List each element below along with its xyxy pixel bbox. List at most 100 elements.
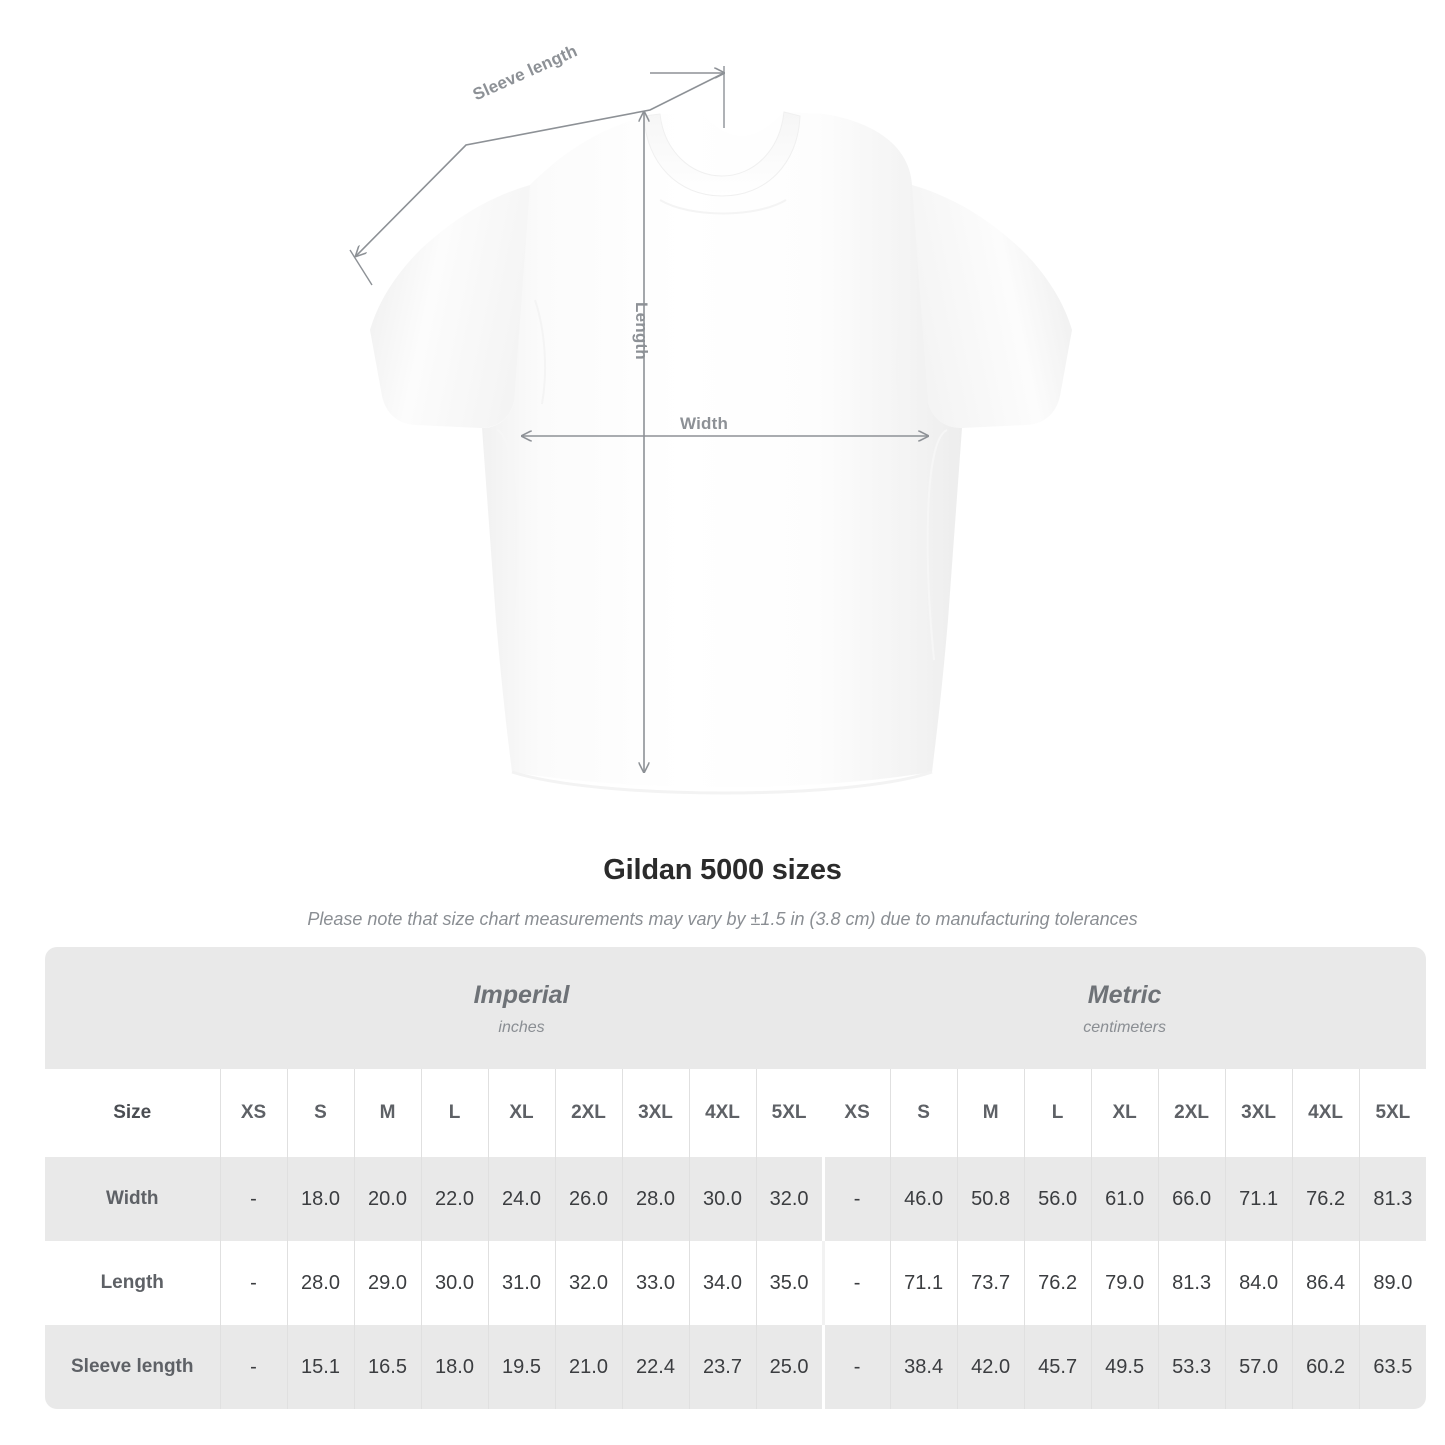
cell-metric-length-4xl: 86.4	[1291, 1241, 1360, 1325]
row-label-width: Width	[45, 1157, 220, 1241]
cell-imperial-sleeve-length-xl: 19.5	[487, 1325, 555, 1409]
cell-metric-length-l: 76.2	[1023, 1241, 1092, 1325]
sleeve-start-tick	[349, 249, 373, 286]
length-label: Length	[632, 302, 651, 360]
title-block: Gildan 5000 sizes Please note that size …	[0, 840, 1445, 930]
right-sleeve	[902, 185, 1072, 428]
header-size-imperial-xl: XL	[487, 1069, 555, 1157]
unit-sub-imperial: inches	[498, 1018, 545, 1036]
measurement-lines	[349, 66, 928, 772]
header-size-imperial-l: L	[420, 1069, 488, 1157]
table-row: Width -18.0 20.0 22.0 24.0 26.0 28.0 30.0 32.0-4…	[45, 1157, 1427, 1241]
cell-imperial-length-m: 29.0	[353, 1241, 421, 1325]
right-shoulder-fold	[895, 299, 908, 405]
cell-metric-width-l: 56.0	[1023, 1157, 1092, 1241]
cell-metric-width-2xl: 66.0	[1157, 1157, 1226, 1241]
cell-metric-width-xs: -	[821, 1157, 891, 1241]
collar	[643, 111, 801, 197]
header-size-imperial-3xl: 3XL	[621, 1069, 689, 1157]
right-side-fold	[926, 429, 948, 661]
header-size-metric-4xl: 4XL	[1291, 1069, 1360, 1157]
header-size-imperial-5xl: 5XL	[755, 1069, 824, 1157]
header-size-label: Size	[45, 1069, 220, 1157]
header-size-metric-xs: XS	[821, 1069, 891, 1157]
hem-shadow	[511, 770, 933, 795]
cell-imperial-width-2xl: 26.0	[554, 1157, 622, 1241]
cell-metric-width-xl: 61.0	[1090, 1157, 1159, 1241]
cell-metric-sleeve-length-4xl: 60.2	[1291, 1325, 1360, 1409]
cell-imperial-sleeve-length-5xl: 25.0	[755, 1325, 824, 1409]
header-size-metric-5xl: 5XL	[1358, 1069, 1427, 1157]
cell-metric-width-s: 46.0	[889, 1157, 958, 1241]
cell-imperial-sleeve-length-m: 16.5	[353, 1325, 421, 1409]
collar-fold	[659, 199, 787, 215]
header-size-imperial-xs: XS	[219, 1069, 287, 1157]
unit-group-metric: Metric centimeters	[823, 947, 1427, 1069]
header-size-imperial-4xl: 4XL	[688, 1069, 756, 1157]
header-size-metric-m: M	[956, 1069, 1025, 1157]
size-chart-table-wrapper: Imperial inches Metric centimeters Size XS S M L…	[45, 947, 1427, 1409]
tshirt-illustration	[349, 66, 1072, 795]
cell-metric-width-5xl: 81.3	[1358, 1157, 1427, 1241]
cell-imperial-sleeve-length-l: 18.0	[420, 1325, 488, 1409]
cell-metric-width-3xl: 71.1	[1224, 1157, 1293, 1241]
table-row: Length -28.0 29.0 30.0 31.0 32.0 33.0 34.0 35.0-…	[45, 1241, 1427, 1325]
cell-imperial-width-3xl: 28.0	[621, 1157, 689, 1241]
unit-banner-row: Imperial inches Metric centimeters	[45, 947, 1427, 1069]
cell-metric-length-m: 73.7	[956, 1241, 1025, 1325]
cell-metric-sleeve-length-xs: -	[821, 1325, 891, 1409]
sleeve-length-line	[356, 72, 725, 256]
table-row: Sleeve length -15.1 16.5 18.0 19.5 21.0 22.4 23…	[45, 1325, 1427, 1409]
unit-name-imperial: Imperial	[473, 980, 570, 1009]
cell-imperial-sleeve-length-4xl: 23.7	[688, 1325, 756, 1409]
cell-metric-length-2xl: 81.3	[1157, 1241, 1226, 1325]
cell-imperial-length-l: 30.0	[420, 1241, 488, 1325]
cell-imperial-length-5xl: 35.0	[755, 1241, 824, 1325]
cell-imperial-sleeve-length-xs: -	[219, 1325, 287, 1409]
cell-metric-length-s: 71.1	[889, 1241, 958, 1325]
cell-imperial-sleeve-length-s: 15.1	[286, 1325, 354, 1409]
cell-imperial-sleeve-length-2xl: 21.0	[554, 1325, 622, 1409]
cell-imperial-width-4xl: 30.0	[688, 1157, 756, 1241]
cell-metric-length-5xl: 89.0	[1358, 1241, 1427, 1325]
cell-metric-sleeve-length-s: 38.4	[889, 1325, 958, 1409]
row-label-length: Length	[45, 1241, 220, 1325]
cell-metric-sleeve-length-2xl: 53.3	[1157, 1325, 1226, 1409]
header-size-imperial-2xl: 2XL	[554, 1069, 622, 1157]
cell-metric-sleeve-length-l: 45.7	[1023, 1325, 1092, 1409]
header-size-metric-3xl: 3XL	[1224, 1069, 1293, 1157]
unit-group-imperial: Imperial inches	[220, 947, 824, 1069]
header-size-metric-s: S	[889, 1069, 958, 1157]
header-size-imperial-m: M	[353, 1069, 421, 1157]
cell-imperial-width-xs: -	[219, 1157, 287, 1241]
page-title: Gildan 5000 sizes	[603, 854, 842, 886]
cell-imperial-length-4xl: 34.0	[688, 1241, 756, 1325]
row-label-sleeve-length: Sleeve length	[45, 1325, 220, 1409]
cell-imperial-length-s: 28.0	[286, 1241, 354, 1325]
cell-metric-length-3xl: 84.0	[1224, 1241, 1293, 1325]
unit-name-metric: Metric	[1087, 980, 1162, 1009]
cell-metric-sleeve-length-xl: 49.5	[1090, 1325, 1159, 1409]
cell-metric-width-4xl: 76.2	[1291, 1157, 1360, 1241]
left-sleeve	[370, 185, 540, 428]
header-size-metric-2xl: 2XL	[1157, 1069, 1226, 1157]
shirt-body	[482, 112, 962, 787]
cell-imperial-width-s: 18.0	[286, 1157, 354, 1241]
cell-imperial-length-3xl: 33.0	[621, 1241, 689, 1325]
width-label: Width	[680, 414, 729, 433]
header-size-metric-xl: XL	[1090, 1069, 1159, 1157]
cell-metric-length-xl: 79.0	[1090, 1241, 1159, 1325]
cell-metric-length-xs: -	[821, 1241, 891, 1325]
cell-imperial-width-xl: 24.0	[487, 1157, 555, 1241]
cell-imperial-width-l: 22.0	[420, 1157, 488, 1241]
cell-metric-width-m: 50.8	[956, 1157, 1025, 1241]
header-size-metric-l: L	[1023, 1069, 1092, 1157]
left-shoulder-fold	[534, 299, 547, 405]
cell-imperial-sleeve-length-3xl: 22.4	[621, 1325, 689, 1409]
tshirt-diagram: Sleeve length Length Width	[349, 41, 1072, 795]
cell-metric-sleeve-length-3xl: 57.0	[1224, 1325, 1293, 1409]
left-side-fold	[496, 429, 518, 661]
cell-imperial-length-xs: -	[219, 1241, 287, 1325]
cell-imperial-length-2xl: 32.0	[554, 1241, 622, 1325]
cell-imperial-width-5xl: 32.0	[755, 1157, 824, 1241]
